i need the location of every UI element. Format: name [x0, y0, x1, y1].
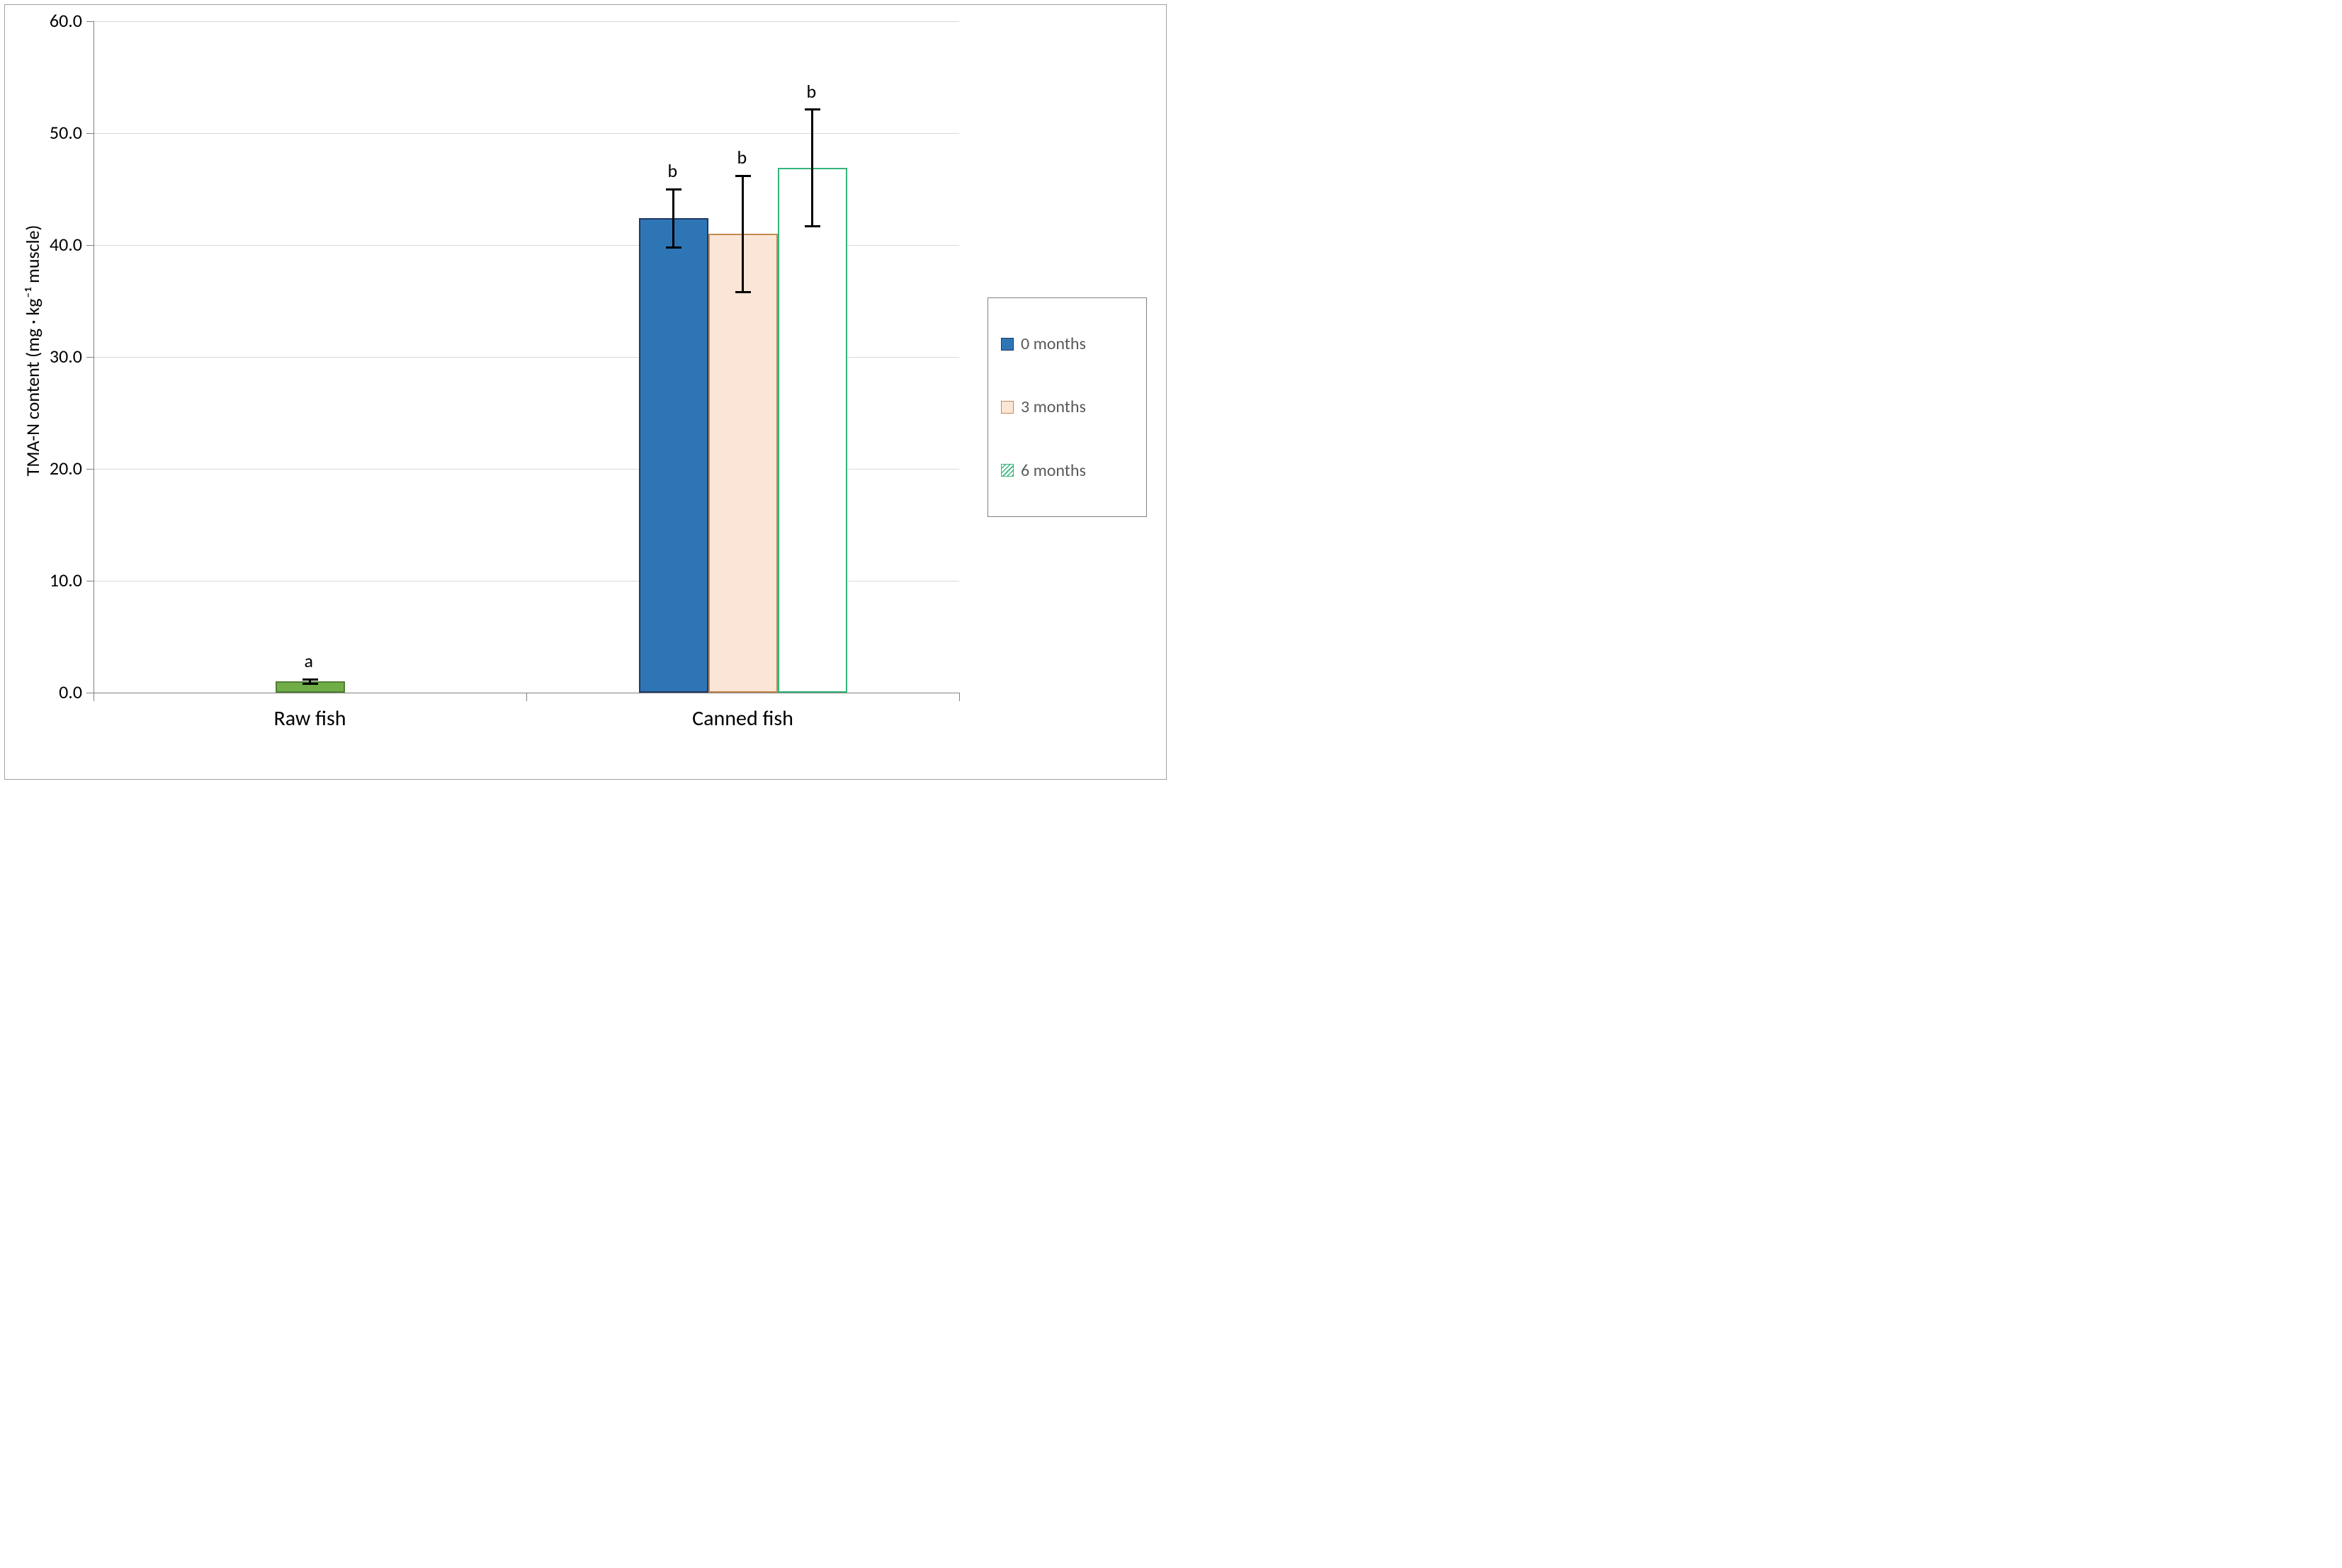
significance-label: b: [737, 146, 747, 169]
legend-swatch: [1001, 338, 1014, 351]
x-category-label: Canned fish: [658, 705, 828, 732]
y-tick-label: 50.0: [37, 121, 82, 144]
y-tick-mark: [86, 245, 94, 246]
error-bar-cap: [666, 188, 681, 191]
y-tick-mark: [86, 357, 94, 358]
error-bar-cap: [805, 225, 820, 227]
legend-item: 0 months: [1001, 334, 1133, 354]
error-bar: [742, 176, 744, 292]
significance-label: b: [807, 80, 817, 103]
legend-label: 0 months: [1021, 334, 1086, 354]
y-tick-label: 0.0: [37, 681, 82, 703]
legend-item: 3 months: [1001, 397, 1133, 417]
legend-label: 6 months: [1021, 460, 1086, 481]
error-bar-cap: [302, 683, 318, 685]
error-bar-cap: [302, 678, 318, 681]
x-tick-mark: [526, 693, 527, 701]
gridline: [94, 133, 959, 134]
y-tick-mark: [86, 133, 94, 134]
tma-n-bar-chart: abbb0.010.020.030.040.050.060.0TMA-N con…: [0, 0, 1171, 784]
bar: [778, 168, 847, 693]
significance-label: b: [668, 159, 678, 182]
error-bar-cap: [805, 108, 820, 110]
error-bar-cap: [735, 291, 751, 293]
x-category-label: Raw fish: [225, 705, 395, 732]
gridline: [94, 21, 959, 22]
legend: 0 months 3 months 6 months: [988, 297, 1147, 517]
legend-item: 6 months: [1001, 460, 1133, 481]
legend-label: 3 months: [1021, 397, 1086, 417]
bar: [639, 218, 708, 693]
x-tick-mark: [959, 693, 960, 701]
significance-label: a: [305, 649, 313, 672]
legend-swatch: [1001, 401, 1014, 414]
plot-area: a b b b: [94, 21, 959, 693]
error-bar-cap: [735, 175, 751, 177]
legend-swatch: [1001, 464, 1014, 477]
y-tick-label: 10.0: [37, 569, 82, 591]
y-axis-title: TMA-N content (mg · kg⁻¹ muscle): [21, 183, 44, 518]
y-tick-mark: [86, 21, 94, 22]
error-bar-cap: [666, 246, 681, 249]
error-bar: [672, 189, 674, 247]
error-bar: [811, 110, 813, 226]
y-tick-mark: [86, 469, 94, 470]
bar: [708, 234, 778, 693]
y-tick-label: 60.0: [37, 9, 82, 32]
